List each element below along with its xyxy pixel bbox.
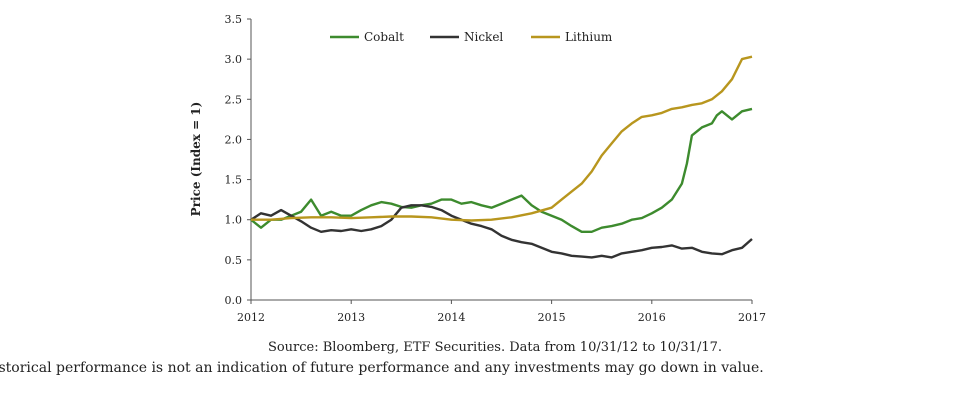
x-tick-label: 2015 <box>538 311 566 324</box>
disclaimer-caption: istorical performance is not an indicati… <box>0 360 764 376</box>
x-tick-label: 2014 <box>437 311 465 324</box>
chart-axes: 0.0 0.5 1.0 1.5 2.0 2.5 3.0 3.5 2012 2013 2014 2015… <box>225 13 767 324</box>
chart-series <box>250 55 753 259</box>
y-tick-label: 3.5 <box>225 13 243 26</box>
y-tick-label: 3.0 <box>225 53 243 66</box>
y-tick-label: 0.5 <box>225 254 243 267</box>
legend-label-cobalt: Cobalt <box>364 30 404 44</box>
x-tick-label: 2017 <box>738 311 766 324</box>
y-tick-label: 2.0 <box>225 133 243 146</box>
x-tick-label: 2012 <box>237 311 265 324</box>
legend-label-lithium: Lithium <box>565 30 613 44</box>
line-chart: 0.0 0.5 1.0 1.5 2.0 2.5 3.0 3.5 2012 2013 2014 2015… <box>189 13 767 324</box>
legend-label-nickel: Nickel <box>464 30 503 44</box>
y-tick-label: 0.0 <box>225 294 243 307</box>
series-line-nickel <box>250 204 753 259</box>
x-tick-label: 2016 <box>638 311 666 324</box>
y-tick-label: 2.5 <box>225 93 243 106</box>
y-tick-label: 1.5 <box>225 174 243 187</box>
source-caption: Source: Bloomberg, ETF Securities. Data … <box>267 340 723 355</box>
y-tick-label: 1.0 <box>225 214 243 227</box>
y-axis-title: Price (Index = 1) <box>189 102 203 217</box>
series-line-cobalt <box>250 107 753 233</box>
x-tick-label: 2013 <box>337 311 365 324</box>
series-line-lithium <box>251 55 753 222</box>
chart-legend: Cobalt Nickel Lithium <box>330 30 613 44</box>
